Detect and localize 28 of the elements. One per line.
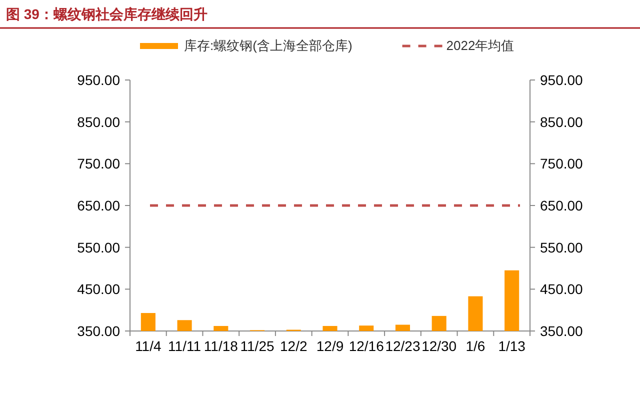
x-tick-label: 1/13: [498, 338, 526, 354]
y2-tick-label: 450.00: [540, 281, 584, 298]
y2-tick-label: 650.00: [540, 198, 584, 214]
y-tick-label: 450.00: [77, 281, 120, 298]
x-tick-label: 1/6: [466, 338, 486, 354]
legend-label: 库存:螺纹钢(含上海全部仓库): [184, 38, 352, 53]
y-tick-label: 850.00: [77, 114, 120, 130]
x-tick-label: 12/9: [316, 338, 344, 354]
legend-label: 2022年均值: [446, 38, 514, 53]
chart-title: 图 39：螺纹钢社会库存继续回升: [6, 6, 208, 22]
x-tick-label: 11/25: [240, 338, 274, 354]
y2-tick-label: 550.00: [540, 239, 584, 256]
x-tick-label: 11/11: [168, 338, 202, 354]
y2-tick-label: 850.00: [540, 114, 584, 130]
y-tick-label: 350.00: [77, 323, 120, 339]
x-tick-label: 12/30: [422, 338, 457, 354]
y-tick-label: 750.00: [77, 156, 120, 172]
y2-tick-label: 350.00: [540, 323, 584, 339]
x-tick-label: 11/18: [204, 338, 238, 354]
x-tick-label: 12/16: [348, 338, 384, 354]
x-tick-label: 12/2: [280, 338, 308, 354]
x-tick-label: 12/23: [385, 338, 420, 354]
y-tick-label: 950.00: [77, 72, 120, 88]
x-tick-label: 11/4: [135, 338, 162, 354]
y2-tick-label: 950.00: [540, 72, 584, 88]
y-tick-label: 550.00: [77, 239, 120, 256]
y-tick-label: 650.00: [77, 198, 120, 214]
y2-tick-label: 750.00: [540, 156, 584, 172]
